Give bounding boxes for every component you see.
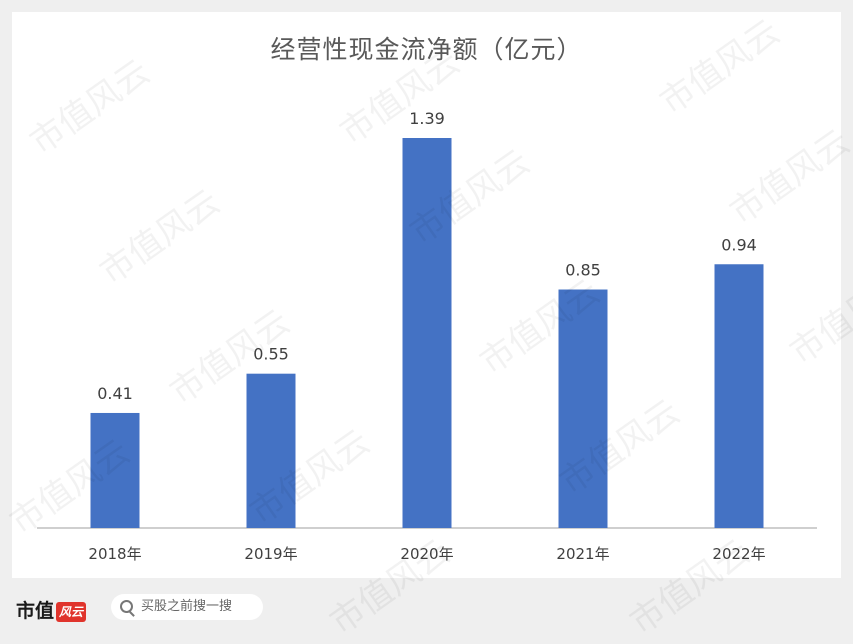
data-label: 0.41	[97, 384, 133, 403]
data-label: 0.94	[721, 235, 757, 254]
data-label: 0.85	[565, 261, 601, 280]
brand-name: 市值	[16, 600, 55, 622]
x-tick-label: 2019年	[244, 545, 297, 563]
x-tick-label: 2020年	[400, 545, 453, 563]
chart-title: 经营性现金流净额（亿元）	[270, 35, 583, 64]
bar-chart: 0.41 2018年 0.55 2019年 1.39 2020年 0.85 2021年 0.94…	[37, 109, 817, 563]
bar	[90, 412, 140, 528]
bar	[714, 264, 764, 528]
chart-card: 经营性现金流净额（亿元） 0.41 2018年 0.55 2019年 1.39 2020年…	[12, 12, 841, 578]
search-icon	[120, 600, 133, 613]
bar	[558, 289, 608, 528]
data-label: 0.55	[253, 345, 289, 364]
x-tick-label: 2018年	[88, 545, 141, 563]
search-input[interactable]: 买股之前搜一搜	[111, 594, 263, 620]
x-tick-label: 2021年	[556, 545, 609, 563]
x-tick-label: 2022年	[712, 545, 765, 563]
bar	[246, 373, 296, 528]
brand-logo[interactable]: 市值 风云	[16, 596, 87, 623]
search-placeholder: 买股之前搜一搜	[141, 599, 233, 614]
data-label: 1.39	[409, 109, 445, 128]
brand-badge: 风云	[56, 602, 87, 622]
bar	[402, 138, 452, 528]
footer-bar: 市值 风云 买股之前搜一搜	[0, 582, 853, 636]
